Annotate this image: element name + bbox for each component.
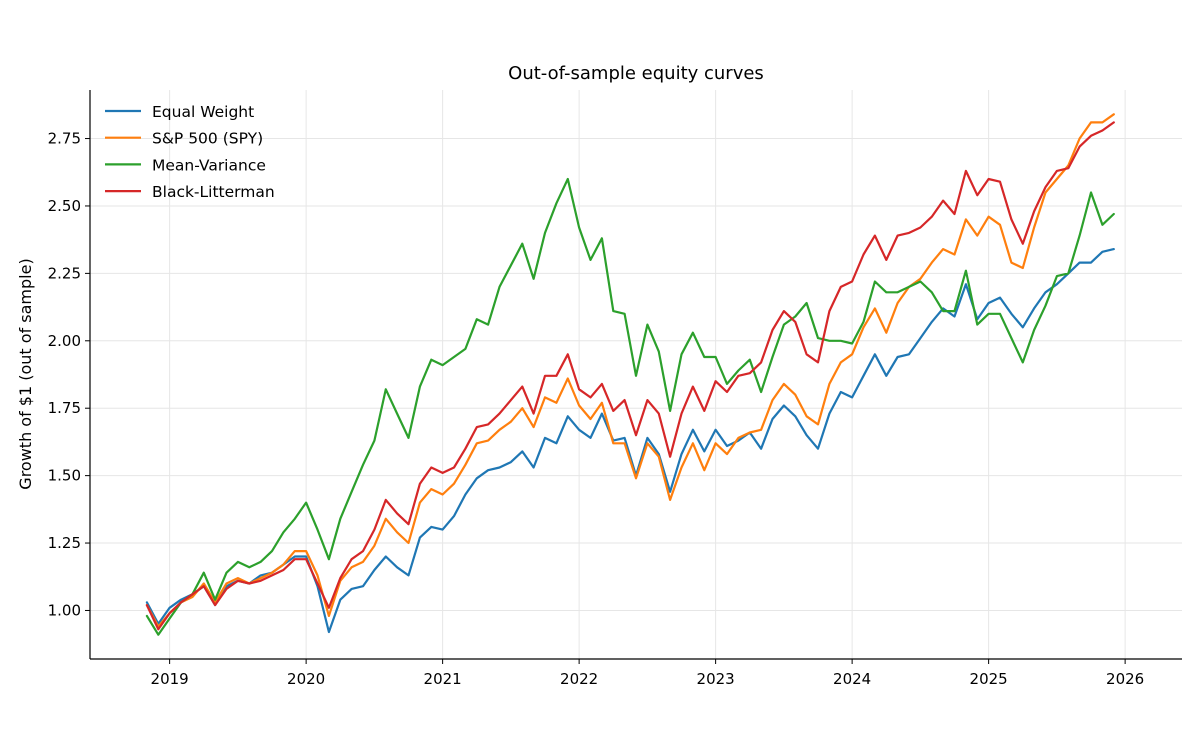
y-tick-label: 1.25 [48, 534, 81, 552]
series-line-2 [145, 177, 1115, 636]
x-tick-label: 2023 [697, 670, 735, 688]
y-tick-label: 2.00 [48, 332, 81, 350]
y-tick-label: 2.75 [48, 130, 81, 148]
legend: Equal Weight S&P 500 (SPY) Mean-Variance Bl… [105, 103, 275, 201]
y-tick-label: 1.00 [48, 601, 81, 619]
x-tick-label: 2020 [287, 670, 325, 688]
series-line-3 [145, 121, 1115, 631]
x-tick-label: 2021 [424, 670, 462, 688]
y-axis-label: Growth of $1 (out of sample) [16, 258, 35, 489]
axes [89, 90, 1182, 660]
chart-title: Out-of-sample equity curves [508, 63, 764, 84]
series-lines [145, 113, 1115, 636]
y-tick-label: 2.50 [48, 197, 81, 215]
legend-label: Equal Weight [152, 103, 254, 121]
x-tick-label: 2026 [1106, 670, 1144, 688]
y-tick-label: 1.50 [48, 467, 81, 485]
series-line-0 [145, 248, 1115, 634]
legend-label: Black-Litterman [152, 183, 275, 201]
legend-label: S&P 500 (SPY) [152, 130, 263, 148]
y-tick-label: 2.25 [48, 264, 81, 282]
ticks: 1.00 1.25 1.50 1.75 2.00 2.25 2.50 2.75 2019 2020… [48, 130, 1145, 688]
x-tick-label: 2022 [560, 670, 598, 688]
legend-label: Mean-Variance [152, 156, 266, 174]
x-tick-label: 2024 [833, 670, 871, 688]
series-line-1 [145, 113, 1115, 628]
x-tick-label: 2019 [151, 670, 189, 688]
y-tick-label: 1.75 [48, 399, 81, 417]
grid [90, 90, 1182, 659]
x-tick-label: 2025 [970, 670, 1008, 688]
